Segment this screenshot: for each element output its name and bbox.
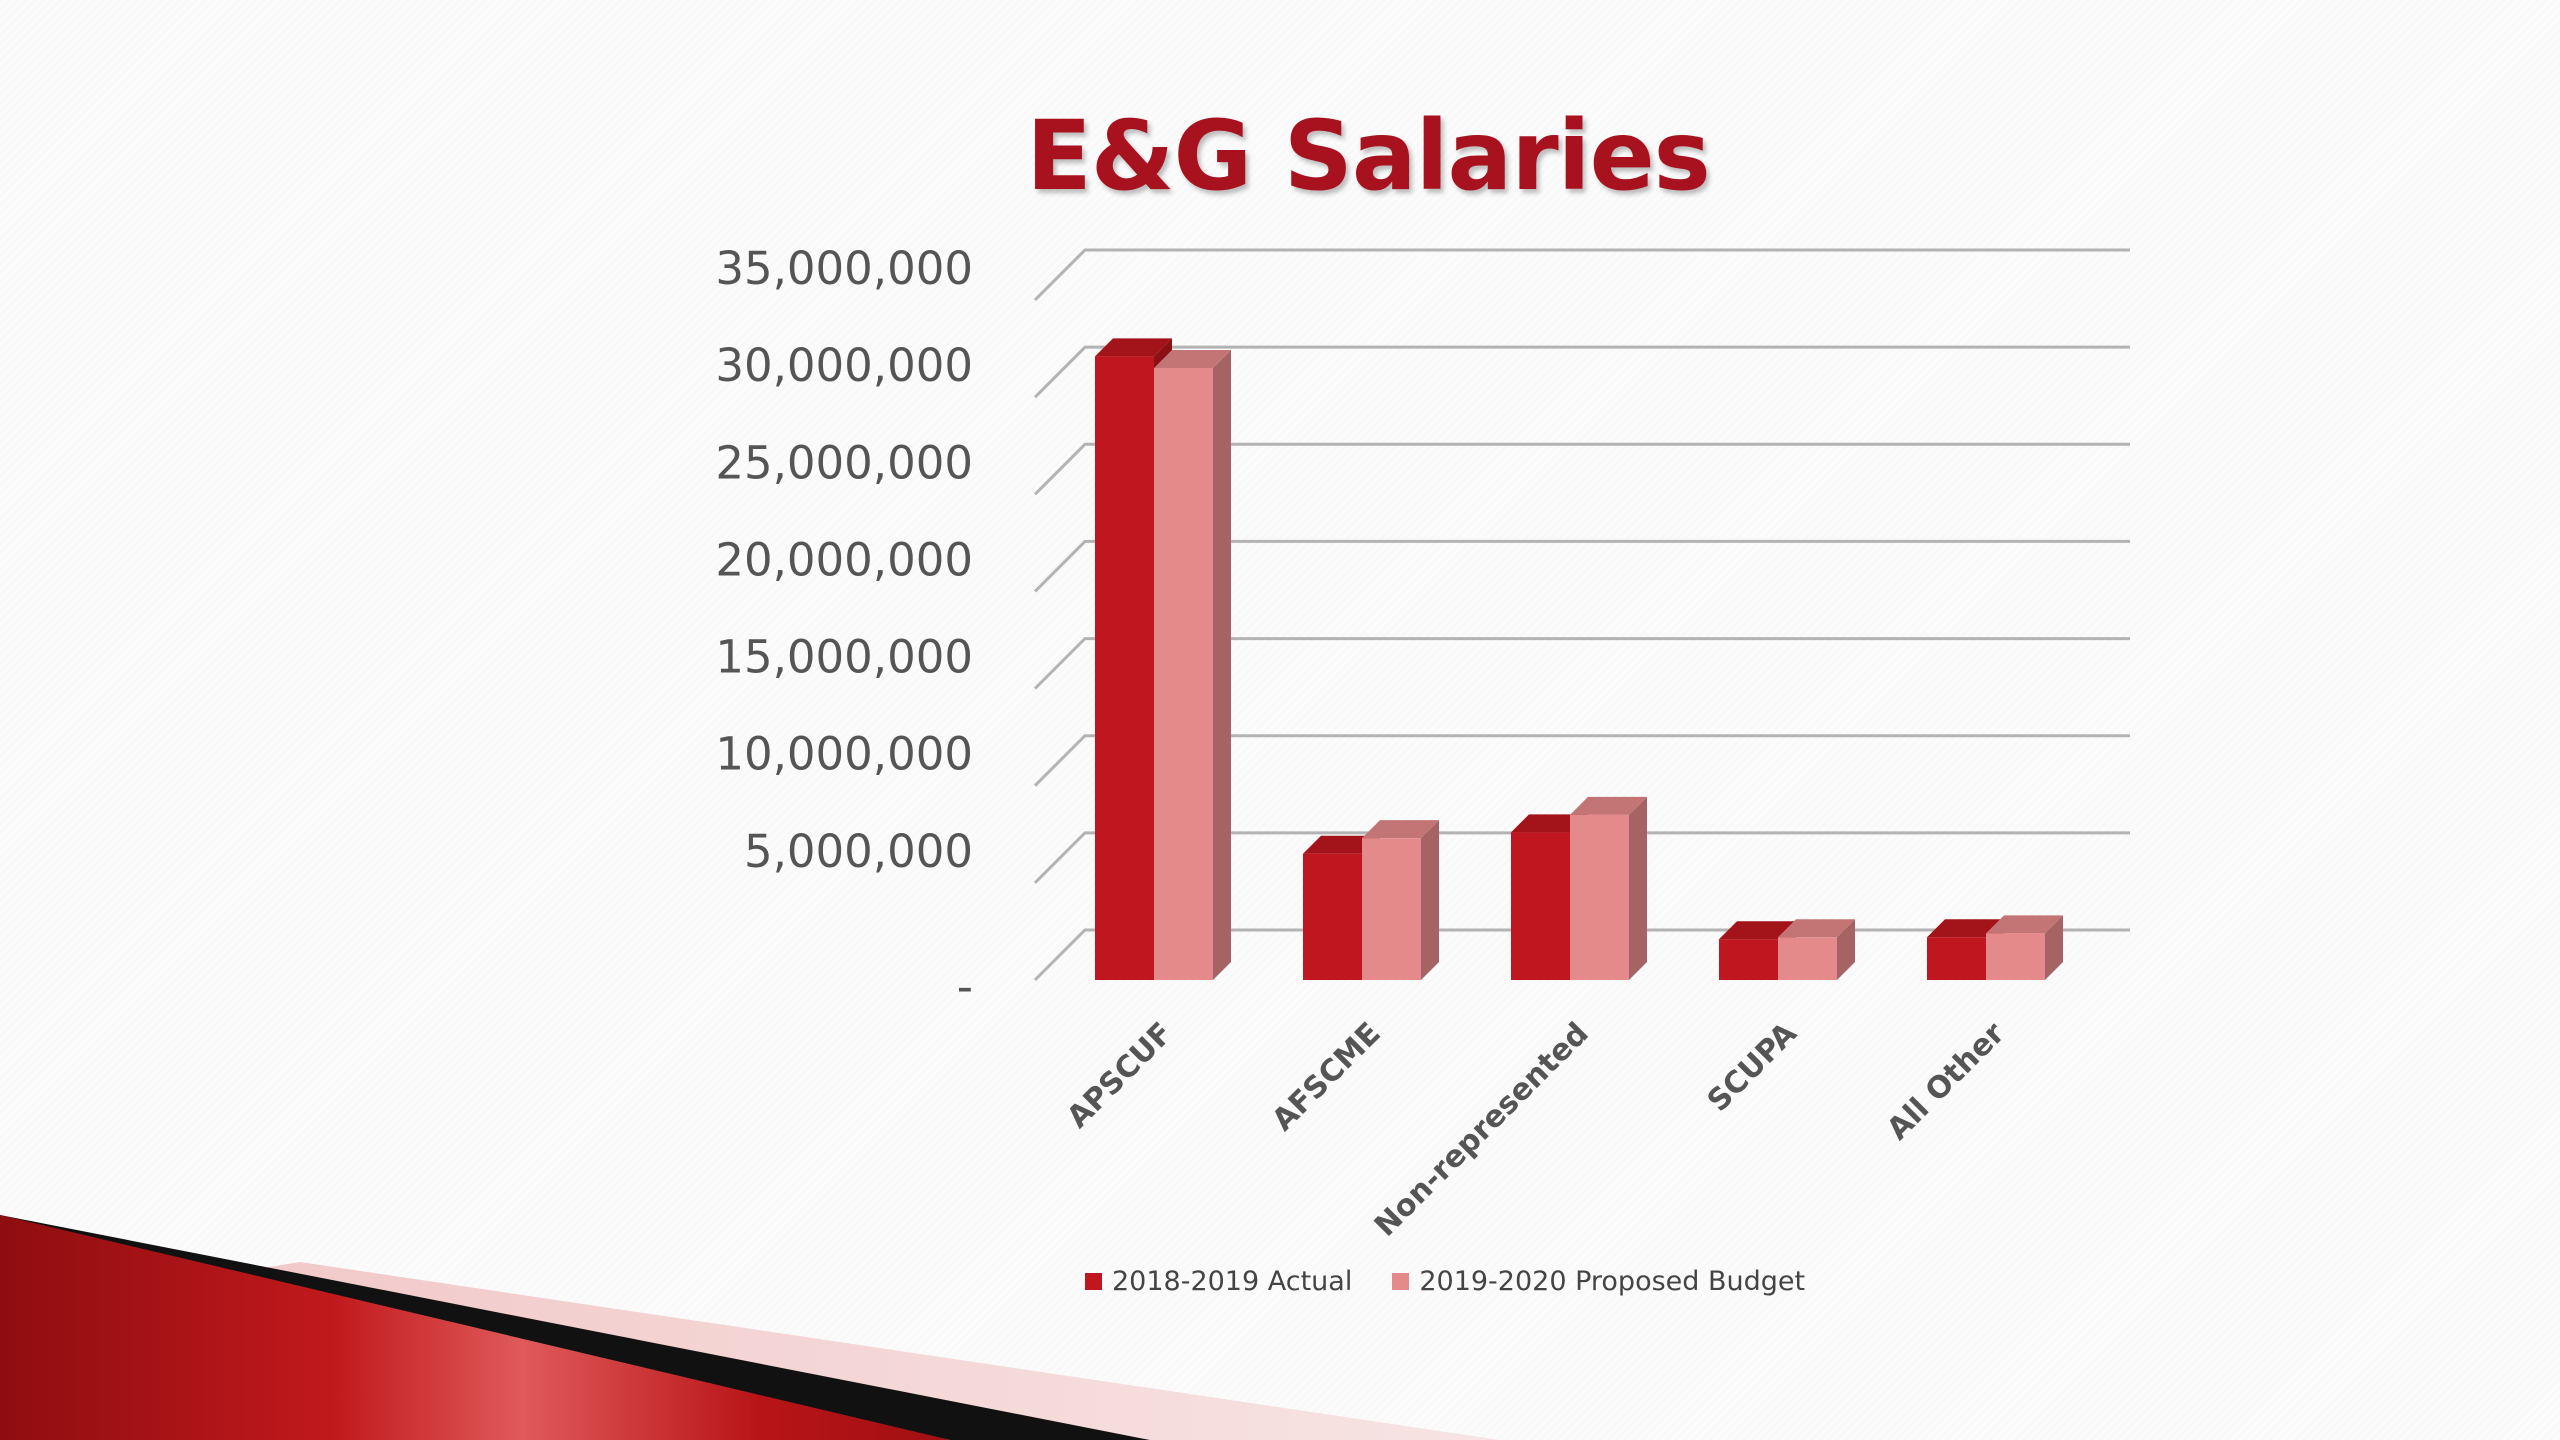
bar-top-all-other-1	[1986, 915, 2063, 934]
bar-all-other-0	[1927, 937, 1986, 980]
bar-top-apscuf-0	[1095, 338, 1172, 357]
gridline	[1033, 442, 2130, 496]
bar-top-scupa-1	[1778, 919, 1855, 938]
x-category-label: All Other	[1880, 1016, 2011, 1147]
y-tick-label: 10,000,000	[715, 728, 973, 781]
decor-pink-ribbon	[250, 1262, 1500, 1440]
y-tick-label: 5,000,000	[744, 825, 973, 878]
legend-item-proposed: 2019-2020 Proposed Budget	[1392, 1266, 1805, 1297]
y-tick-label: 30,000,000	[715, 339, 973, 392]
decor-black-ribbon	[0, 1215, 1150, 1440]
y-tick-label: 25,000,000	[715, 436, 973, 489]
slide-title: E&G Salaries	[1026, 100, 1711, 212]
legend-label-actual: 2018-2019 Actual	[1112, 1266, 1353, 1297]
bar-non-represented-0	[1511, 832, 1570, 980]
legend-swatch-proposed	[1392, 1273, 1410, 1290]
gridline	[1033, 637, 2130, 690]
x-category-label: AFSCME	[1266, 1016, 1388, 1138]
gridline	[1033, 345, 2130, 399]
x-category-label: APSCUF	[1060, 1016, 1179, 1135]
bar-afscme-1	[1362, 838, 1421, 980]
bar-side-all-other-1	[2045, 915, 2063, 980]
bar-top-apscuf-1	[1154, 350, 1231, 368]
bar-top-non-represented-1	[1570, 796, 1647, 815]
y-tick-label: 15,000,000	[715, 631, 973, 684]
x-category-label: SCUPA	[1701, 1015, 1804, 1118]
gridline	[1033, 248, 2130, 302]
y-tick-label: -	[957, 960, 973, 1013]
gridline	[1033, 831, 2130, 884]
x-category-label: Non-represented	[1368, 1016, 1596, 1244]
y-tick-label: 20,000,000	[715, 533, 973, 586]
bar-all-other-1	[1986, 933, 2045, 980]
bar-side-scupa-1	[1837, 919, 1855, 980]
bar-top-all-other-0	[1927, 919, 2004, 938]
y-tick-label: 35,000,000	[715, 242, 973, 295]
decor-red-wedge	[0, 1215, 950, 1440]
gridline	[1033, 734, 2130, 787]
bar-side-non-represented-1	[1629, 796, 1647, 980]
bar-top-afscme-1	[1362, 820, 1439, 839]
bar-scupa-0	[1719, 939, 1778, 980]
gridline	[1033, 539, 2130, 593]
legend-item-actual: 2018-2019 Actual	[1085, 1266, 1352, 1297]
bar-non-represented-1	[1570, 814, 1629, 980]
bar-apscuf-0	[1095, 356, 1154, 980]
legend-swatch-actual	[1085, 1273, 1102, 1290]
bar-top-afscme-0	[1303, 835, 1380, 854]
bar-side-apscuf-1	[1213, 350, 1231, 980]
legend-label-proposed: 2019-2020 Proposed Budget	[1419, 1266, 1806, 1297]
bar-scupa-1	[1778, 937, 1837, 980]
bar-afscme-0	[1303, 853, 1362, 980]
chart-legend: 2018-2019 Actual 2019-2020 Proposed Budg…	[1085, 1266, 1805, 1297]
bar-apscuf-1	[1154, 368, 1213, 980]
bar-top-non-represented-0	[1511, 814, 1588, 833]
bar-top-scupa-0	[1719, 921, 1796, 940]
bar-side-afscme-1	[1421, 820, 1439, 980]
